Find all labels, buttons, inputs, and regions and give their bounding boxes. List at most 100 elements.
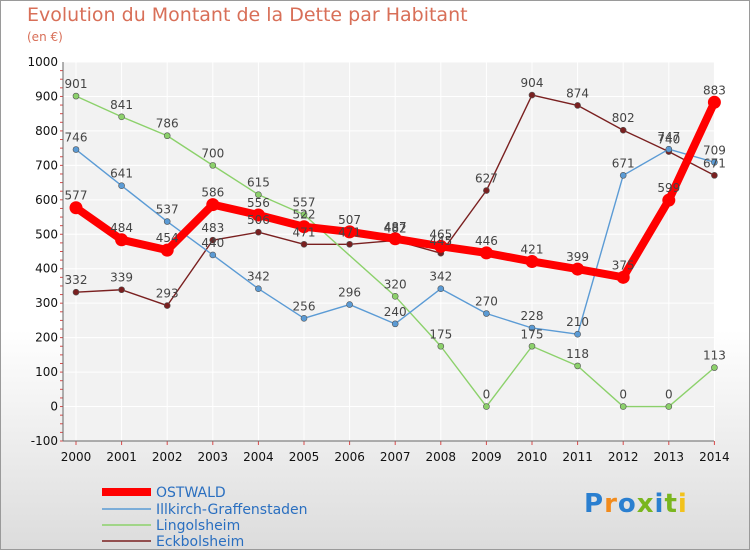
point-lingolsheim <box>209 162 217 169</box>
data-label-eckbolsheim: 904 <box>521 76 544 90</box>
legend-label-illkirch-graffenstaden: Illkirch-Graffenstaden <box>156 502 308 518</box>
data-label-illkirch-graffenstaden: 228 <box>521 309 544 323</box>
point-lingolsheim <box>574 362 581 370</box>
data-label-illkirch-graffenstaden: 256 <box>293 299 316 313</box>
data-label-lingolsheim: 0 <box>665 388 673 402</box>
data-label-ostwald: 375 <box>612 258 635 272</box>
point-ostwald <box>479 246 493 260</box>
point-eckbolsheim <box>711 172 718 179</box>
data-label-eckbolsheim: 293 <box>156 287 179 301</box>
point-ostwald <box>434 239 448 253</box>
point-ostwald <box>297 220 311 234</box>
point-lingolsheim <box>72 92 80 100</box>
point-lingolsheim <box>528 342 536 350</box>
point-lingolsheim <box>665 403 673 410</box>
data-label-ostwald: 446 <box>475 234 498 248</box>
point-illkirch-graffenstaden <box>483 310 490 317</box>
legend-label-ostwald: OSTWALD <box>156 485 226 501</box>
x-tick-label: 2011 <box>562 450 593 464</box>
data-label-eckbolsheim: 482 <box>384 221 407 235</box>
point-ostwald <box>160 243 174 257</box>
data-label-illkirch-graffenstaden: 746 <box>65 131 88 145</box>
data-label-eckbolsheim: 627 <box>475 172 498 186</box>
data-label-eckbolsheim: 332 <box>65 273 88 287</box>
logo-letter: i <box>677 489 688 519</box>
logo-letter: o <box>617 489 637 519</box>
y-tick-label: 500 <box>35 227 58 241</box>
x-tick-label: 2007 <box>380 450 411 464</box>
point-lingolsheim <box>437 342 445 350</box>
x-tick-label: 2006 <box>334 450 365 464</box>
point-illkirch-graffenstaden <box>255 285 262 293</box>
point-lingolsheim <box>619 403 627 410</box>
point-illkirch-graffenstaden <box>209 251 217 259</box>
series-line-lingolsheim <box>75 95 716 408</box>
data-label-lingolsheim: 901 <box>65 77 88 91</box>
data-label-eckbolsheim: 471 <box>293 225 316 239</box>
point-eckbolsheim <box>300 240 308 248</box>
data-label-eckbolsheim: 671 <box>703 156 726 170</box>
logo-letter: r <box>604 489 618 519</box>
point-illkirch-graffenstaden <box>346 301 353 308</box>
point-eckbolsheim <box>346 240 353 248</box>
chart-title: Evolution du Montant de la Dette par Hab… <box>27 4 468 26</box>
x-tick-label: 2001 <box>106 450 137 464</box>
x-tick-label: 2014 <box>699 450 730 464</box>
data-label-eckbolsheim: 483 <box>201 221 224 235</box>
point-illkirch-graffenstaden <box>300 315 308 322</box>
point-ostwald <box>707 95 721 109</box>
data-label-lingolsheim: 557 <box>293 196 316 210</box>
data-label-illkirch-graffenstaden: 747 <box>657 130 680 144</box>
data-label-illkirch-graffenstaden: 709 <box>703 143 726 157</box>
point-ostwald <box>662 193 676 207</box>
data-label-ostwald: 421 <box>521 242 544 256</box>
y-tick-label: 600 <box>35 193 58 207</box>
data-label-lingolsheim: 615 <box>247 176 270 190</box>
data-label-ostwald: 586 <box>201 186 224 200</box>
point-lingolsheim <box>163 132 171 140</box>
data-label-illkirch-graffenstaden: 296 <box>338 286 361 300</box>
point-illkirch-graffenstaden <box>437 285 445 293</box>
data-label-lingolsheim: 0 <box>619 388 627 402</box>
data-label-ostwald: 484 <box>110 221 133 235</box>
point-illkirch-graffenstaden <box>619 172 627 179</box>
x-tick-label: 2004 <box>243 450 274 464</box>
point-ostwald <box>206 198 220 212</box>
point-illkirch-graffenstaden <box>665 145 673 153</box>
data-label-ostwald: 507 <box>338 213 361 227</box>
data-label-ostwald: 577 <box>65 189 88 203</box>
legend-label-lingolsheim: Lingolsheim <box>156 518 240 534</box>
point-lingolsheim <box>255 191 262 198</box>
data-label-eckbolsheim: 506 <box>247 213 270 227</box>
point-illkirch-graffenstaden <box>391 320 399 328</box>
point-illkirch-graffenstaden <box>72 146 80 153</box>
point-eckbolsheim <box>255 228 262 236</box>
y-tick-label: 900 <box>35 89 58 103</box>
data-label-eckbolsheim: 740 <box>657 133 680 147</box>
data-label-lingolsheim: 175 <box>521 327 544 341</box>
data-label-ostwald: 556 <box>247 196 270 210</box>
data-label-illkirch-graffenstaden: 440 <box>201 236 224 250</box>
data-label-illkirch-graffenstaden: 210 <box>566 315 589 329</box>
data-label-illkirch-graffenstaden: 641 <box>110 167 133 181</box>
x-tick-label: 2005 <box>289 450 320 464</box>
point-illkirch-graffenstaden <box>711 158 718 166</box>
point-eckbolsheim <box>619 126 627 134</box>
point-eckbolsheim <box>528 91 536 99</box>
chart-unit: (en €) <box>27 30 63 44</box>
x-tick-label: 2013 <box>654 450 685 464</box>
logo-letter: t <box>664 489 678 519</box>
data-label-lingolsheim: 700 <box>201 146 224 160</box>
point-ostwald <box>343 225 357 239</box>
logo-letter: i <box>654 489 665 519</box>
y-tick-label: 200 <box>35 331 58 345</box>
data-label-lingolsheim: 113 <box>703 349 726 363</box>
x-tick-label: 2008 <box>426 450 457 464</box>
point-eckbolsheim <box>118 286 125 294</box>
y-tick-label: 800 <box>35 124 58 138</box>
point-ostwald <box>616 270 630 284</box>
point-eckbolsheim <box>483 187 490 194</box>
point-illkirch-graffenstaden <box>163 218 171 225</box>
